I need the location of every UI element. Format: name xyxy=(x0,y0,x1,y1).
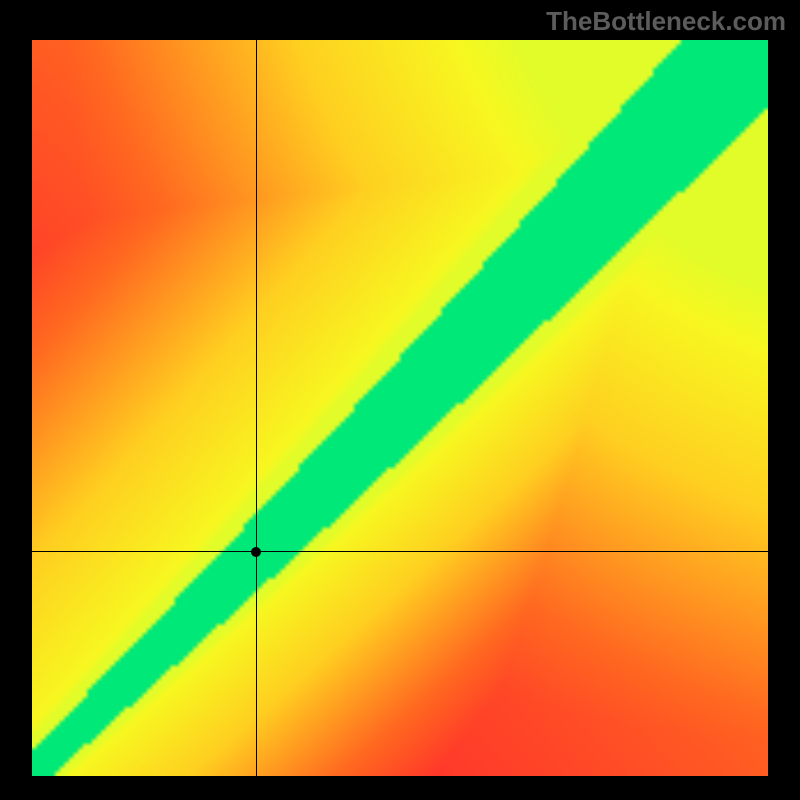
heatmap-canvas xyxy=(32,40,768,776)
heatmap-plot xyxy=(32,40,768,776)
crosshair-horizontal xyxy=(32,551,768,552)
marker-point xyxy=(251,547,261,557)
attribution-text: TheBottleneck.com xyxy=(546,6,786,37)
crosshair-vertical xyxy=(256,40,257,776)
chart-frame: TheBottleneck.com xyxy=(0,0,800,800)
